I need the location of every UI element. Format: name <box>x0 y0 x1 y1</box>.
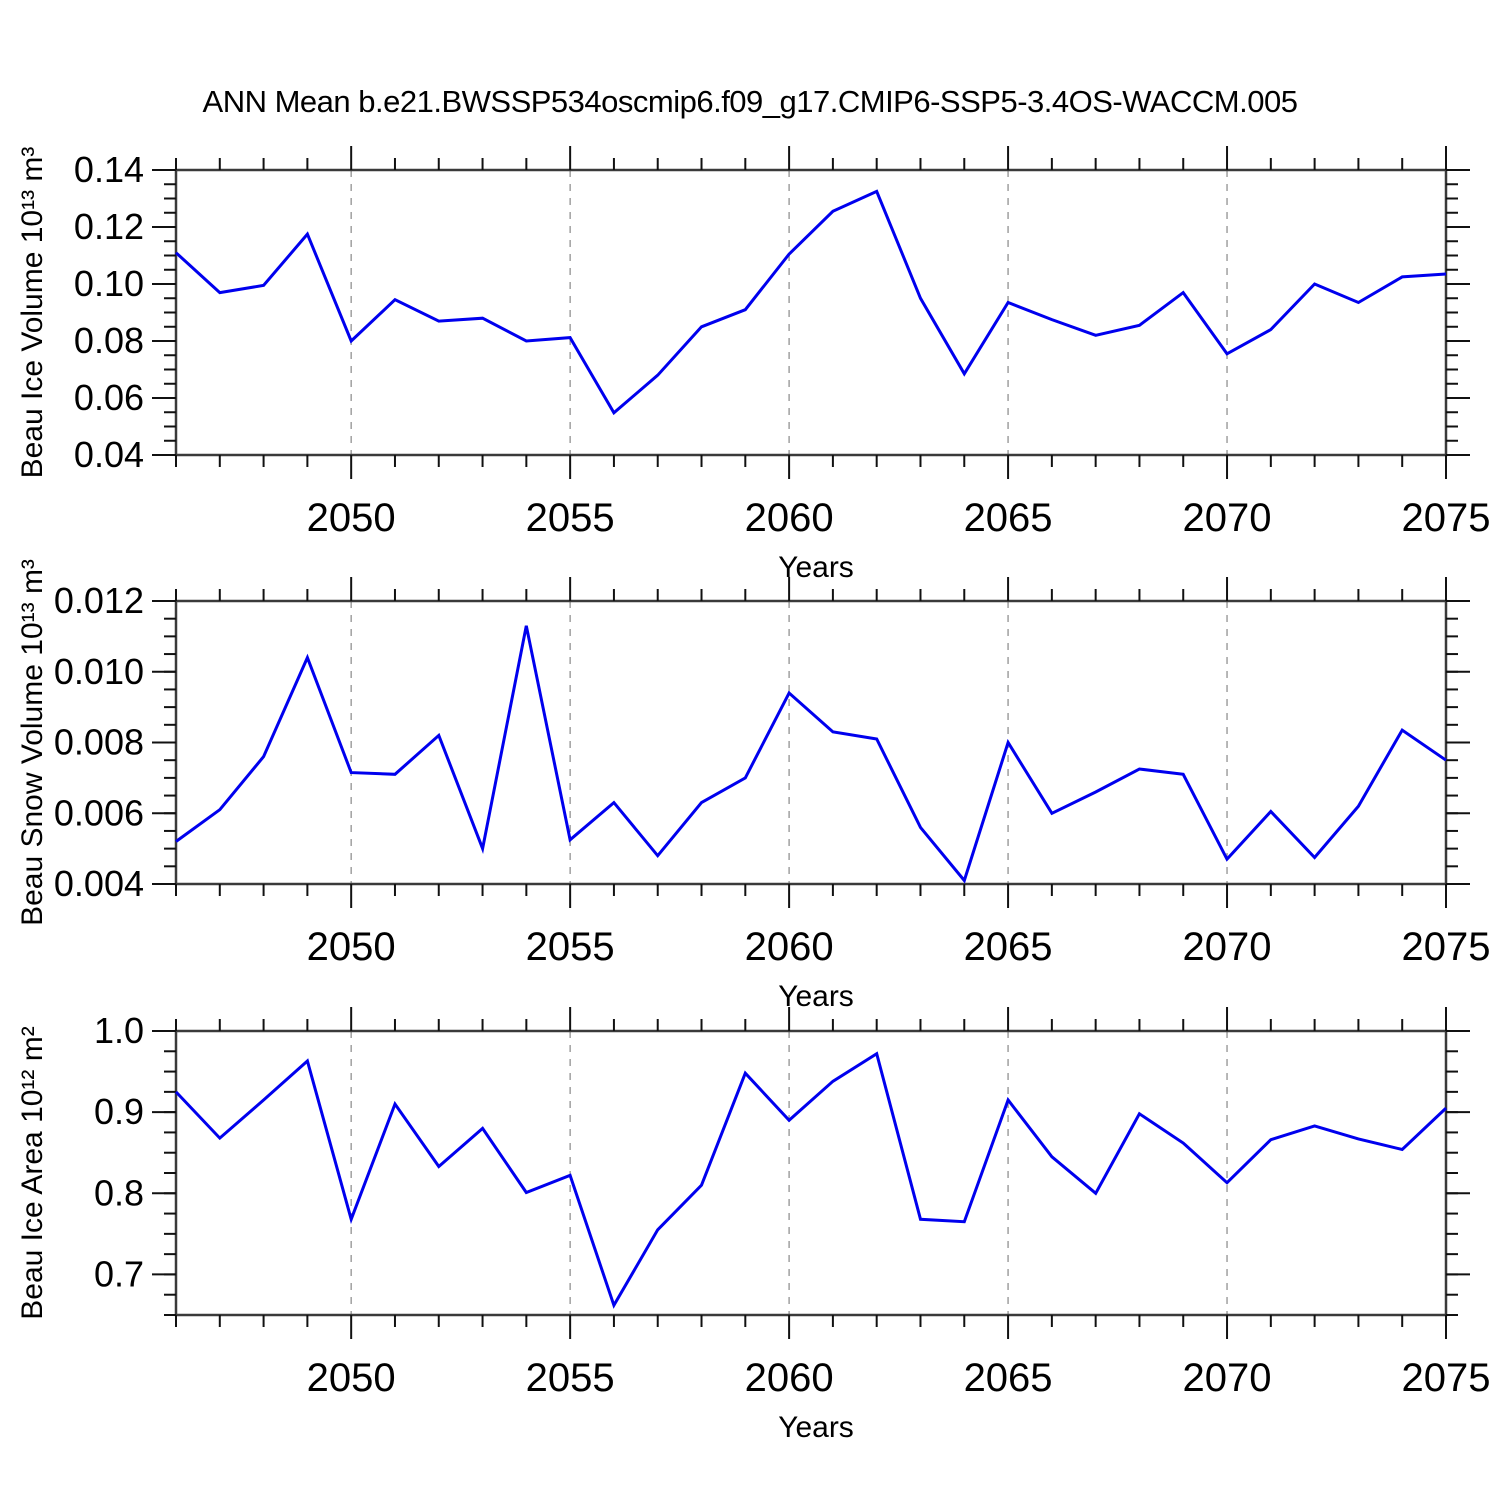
x-tick-label: 2055 <box>526 496 615 540</box>
data-line-beau-ice-area <box>174 1051 1448 1309</box>
x-axis-title: Years <box>778 1411 854 1444</box>
y-tick-label: 0.06 <box>74 377 144 418</box>
y-tick-label: 0.006 <box>54 792 144 833</box>
x-tick-label: 2065 <box>964 925 1053 969</box>
plot-frame <box>174 168 1448 457</box>
panel-beau-ice-volume: 0.04 0.06 0.08 0.10 0.12 0.14 2050 2055 2060 2065… <box>16 146 1490 584</box>
y-tick-label: 0.08 <box>74 320 144 361</box>
x-tick-label: 2060 <box>745 925 834 969</box>
data-line-beau-snow-volume <box>175 625 1447 884</box>
x-axis-title: Years <box>778 551 854 584</box>
x-gridlines <box>350 1031 1228 1315</box>
y-tick-label: 0.12 <box>74 206 144 247</box>
y-tick-label: 0.7 <box>94 1253 144 1294</box>
x-axis-title: Years <box>778 980 854 1013</box>
x-tick-label: 2060 <box>745 1356 834 1400</box>
panel-beau-ice-area: 0.7 0.8 0.9 1.0 2050 2055 2060 2065 2070 2075 Year… <box>16 1007 1490 1444</box>
x-tick-label: 2075 <box>1402 496 1491 540</box>
y-tick-label: 0.008 <box>54 722 144 763</box>
plot-frame <box>174 1029 1448 1317</box>
y-axis-title: Beau Ice Area 10¹² m² <box>16 1026 49 1319</box>
panel-beau-snow-volume: 0.004 0.006 0.008 0.010 0.012 2050 2055 2060 206… <box>16 559 1490 1013</box>
x-tick-label: 2070 <box>1183 1356 1272 1400</box>
axis-ticks <box>152 577 1470 908</box>
x-tick-label: 2055 <box>526 925 615 969</box>
y-tick-label: 0.010 <box>54 651 144 692</box>
plot-frame <box>174 599 1448 886</box>
x-tick-label: 2075 <box>1402 925 1491 969</box>
y-tick-label: 0.9 <box>94 1091 144 1132</box>
x-tick-label: 2070 <box>1183 496 1272 540</box>
x-tick-label: 2065 <box>964 496 1053 540</box>
x-tick-label: 2055 <box>526 1356 615 1400</box>
y-tick-label: 0.04 <box>74 434 144 475</box>
x-tick-label: 2050 <box>307 925 396 969</box>
y-tick-label: 0.14 <box>74 149 144 190</box>
x-tick-label: 2075 <box>1402 1356 1491 1400</box>
x-tick-label: 2050 <box>307 1356 396 1400</box>
y-tick-label: 1.0 <box>94 1010 144 1051</box>
x-tick-label: 2065 <box>964 1356 1053 1400</box>
y-axis-title: Beau Ice Volume 10¹³ m³ <box>16 147 49 479</box>
x-tick-label: 2060 <box>745 496 834 540</box>
y-axis-title: Beau Snow Volume 10¹³ m³ <box>16 559 49 926</box>
axis-ticks <box>152 1007 1470 1339</box>
x-gridlines <box>350 170 1228 455</box>
y-tick-label: 0.004 <box>54 863 144 904</box>
y-tick-label: 0.012 <box>54 580 144 621</box>
y-tick-label: 0.8 <box>94 1172 144 1213</box>
y-tick-label: 0.10 <box>74 263 144 304</box>
data-line-beau-ice-volume <box>174 189 1447 416</box>
chart-title: ANN Mean b.e21.BWSSP534oscmip6.f09_g17.C… <box>202 84 1298 119</box>
x-tick-label: 2050 <box>307 496 396 540</box>
x-tick-label: 2070 <box>1183 925 1272 969</box>
axis-ticks <box>152 146 1470 479</box>
